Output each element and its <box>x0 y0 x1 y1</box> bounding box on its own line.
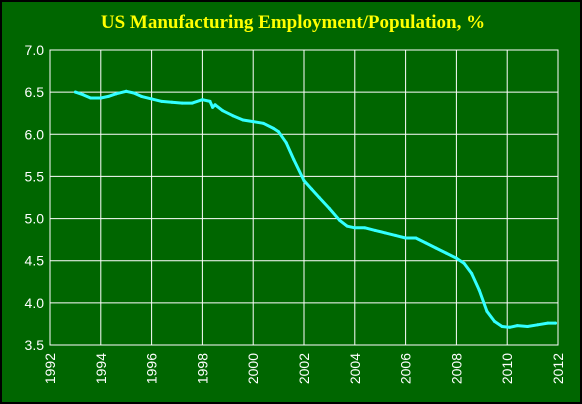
data-point <box>404 236 408 240</box>
data-point <box>353 226 357 230</box>
data-point <box>213 103 217 107</box>
y-axis-ticks: 3.5 4.0 4.5 5.0 5.5 6.0 6.5 7.0 <box>25 42 45 353</box>
data-point <box>338 218 342 222</box>
y-tick-label: 5.0 <box>25 211 45 227</box>
data-point <box>241 118 245 122</box>
y-tick-label: 4.5 <box>25 253 45 269</box>
x-tick-label: 1992 <box>42 353 58 384</box>
data-point <box>150 97 154 101</box>
y-tick-label: 7.0 <box>25 42 45 58</box>
data-point <box>99 96 103 100</box>
data-point <box>160 99 164 103</box>
data-point <box>454 256 458 260</box>
x-tick-label: 2010 <box>499 353 515 384</box>
y-tick-label: 6.0 <box>25 126 45 142</box>
data-point <box>170 100 174 104</box>
data-point <box>477 288 481 292</box>
x-tick-label: 2008 <box>448 353 464 384</box>
data-point <box>317 196 321 199</box>
data-point <box>106 94 110 98</box>
data-point <box>383 231 387 235</box>
data-point <box>180 101 184 105</box>
data-point <box>231 114 235 118</box>
data-point <box>139 94 143 98</box>
data-point <box>89 96 93 100</box>
data-point <box>500 324 504 328</box>
x-tick-label: 2000 <box>245 353 261 384</box>
data-point <box>462 261 466 265</box>
data-point <box>546 321 550 325</box>
data-point <box>526 324 530 328</box>
data-point <box>261 121 265 125</box>
y-tick-label: 3.5 <box>25 337 45 353</box>
x-tick-label: 1998 <box>194 353 210 384</box>
x-tick-label: 2004 <box>347 353 363 384</box>
data-point <box>190 101 194 105</box>
data-point <box>251 120 255 124</box>
grid-lines <box>49 49 559 346</box>
y-tick-label: 4.0 <box>25 295 45 311</box>
x-tick-label: 2006 <box>398 353 414 384</box>
data-point <box>81 93 85 97</box>
data-point <box>272 126 276 130</box>
data-point <box>470 271 474 275</box>
data-point <box>363 226 367 230</box>
data-point <box>327 206 331 210</box>
data-point <box>515 324 519 328</box>
data-point <box>536 323 540 327</box>
series-line <box>73 89 557 329</box>
data-point <box>124 89 128 93</box>
x-tick-label: 2012 <box>550 353 566 384</box>
data-point <box>493 319 496 323</box>
y-tick-label: 5.5 <box>25 168 45 184</box>
x-tick-label: 1994 <box>93 353 109 384</box>
data-point <box>485 309 489 313</box>
data-point <box>208 99 212 103</box>
data-point <box>508 325 512 329</box>
data-point <box>211 105 215 109</box>
data-point <box>284 141 288 145</box>
data-point <box>277 130 281 134</box>
data-point <box>373 228 377 232</box>
x-axis-ticks: 1992 1994 1996 1998 2000 2002 2004 2006 2008 2010… <box>42 353 566 384</box>
chart-title: US Manufacturing Employment/Population, … <box>100 12 486 33</box>
data-point <box>444 251 448 255</box>
data-point <box>345 224 349 228</box>
data-point <box>132 91 136 95</box>
data-point <box>434 246 438 250</box>
data-point <box>302 179 306 183</box>
x-tick-label: 2002 <box>296 353 312 384</box>
series-points <box>73 89 557 329</box>
y-tick-label: 6.5 <box>25 84 45 100</box>
data-point <box>553 321 557 325</box>
data-point <box>292 158 296 162</box>
data-point <box>221 109 225 113</box>
data-point <box>424 241 428 245</box>
data-point <box>414 236 418 240</box>
data-point <box>310 187 314 191</box>
x-tick-label: 1996 <box>144 353 160 384</box>
data-point <box>114 92 118 96</box>
data-point <box>393 233 397 237</box>
data-point <box>73 90 77 94</box>
data-point <box>200 98 204 102</box>
